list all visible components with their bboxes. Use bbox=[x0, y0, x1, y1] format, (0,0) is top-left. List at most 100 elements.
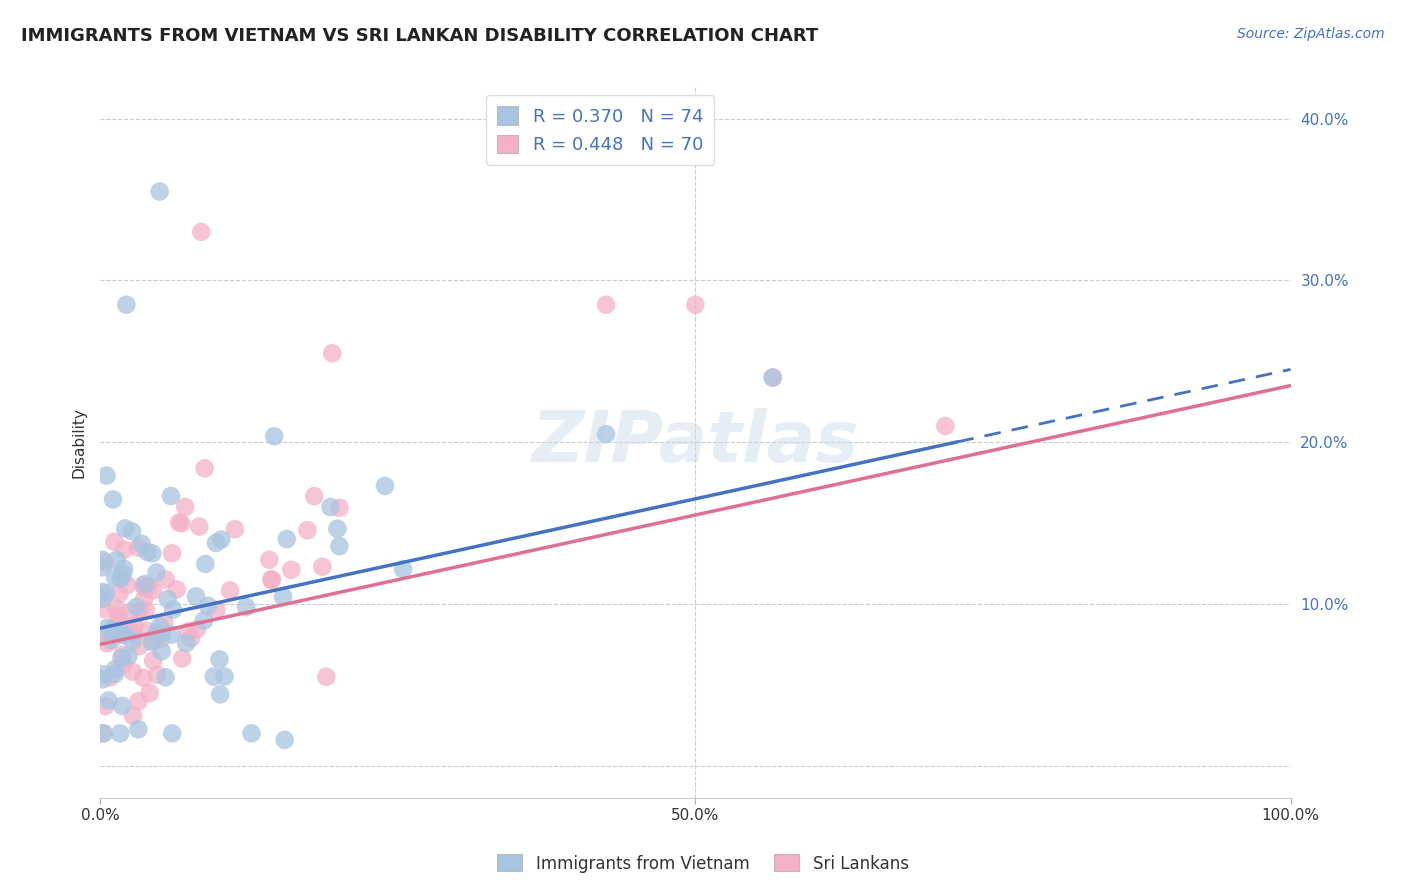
Point bbox=[155, 573, 177, 587]
Point bbox=[91, 553, 114, 567]
Point bbox=[160, 546, 183, 560]
Point bbox=[112, 562, 135, 576]
Point bbox=[595, 427, 617, 442]
Point bbox=[263, 429, 285, 443]
Point bbox=[122, 709, 145, 723]
Point bbox=[934, 419, 956, 434]
Text: IMMIGRANTS FROM VIETNAM VS SRI LANKAN DISABILITY CORRELATION CHART: IMMIGRANTS FROM VIETNAM VS SRI LANKAN DI… bbox=[21, 27, 818, 45]
Point bbox=[115, 298, 138, 312]
Point bbox=[174, 636, 197, 650]
Point bbox=[180, 632, 202, 646]
Point bbox=[149, 619, 172, 633]
Point bbox=[110, 650, 132, 665]
Point bbox=[150, 644, 173, 658]
Point bbox=[328, 539, 350, 553]
Point bbox=[100, 633, 122, 648]
Point bbox=[311, 559, 333, 574]
Point bbox=[127, 723, 149, 737]
Point bbox=[271, 590, 294, 604]
Point bbox=[197, 599, 219, 613]
Point bbox=[134, 577, 156, 591]
Point bbox=[149, 632, 172, 647]
Point bbox=[91, 726, 114, 740]
Point bbox=[125, 599, 148, 614]
Text: ZIPatlas: ZIPatlas bbox=[531, 408, 859, 476]
Point bbox=[132, 578, 155, 592]
Point bbox=[260, 573, 283, 587]
Point bbox=[162, 602, 184, 616]
Point bbox=[111, 698, 134, 713]
Point bbox=[101, 492, 124, 507]
Point bbox=[297, 523, 319, 537]
Point bbox=[131, 537, 153, 551]
Point bbox=[101, 623, 124, 637]
Point bbox=[128, 605, 150, 619]
Point bbox=[685, 298, 707, 312]
Point bbox=[96, 468, 118, 483]
Point bbox=[141, 546, 163, 560]
Point bbox=[153, 615, 176, 630]
Point bbox=[209, 533, 232, 547]
Point bbox=[273, 732, 295, 747]
Point bbox=[124, 618, 146, 632]
Point bbox=[374, 479, 396, 493]
Point bbox=[138, 686, 160, 700]
Point bbox=[170, 516, 193, 531]
Point bbox=[224, 522, 246, 536]
Point bbox=[194, 557, 217, 571]
Point bbox=[136, 545, 159, 559]
Point bbox=[184, 590, 207, 604]
Point bbox=[321, 346, 343, 360]
Point bbox=[110, 572, 132, 586]
Point bbox=[280, 563, 302, 577]
Point bbox=[91, 629, 114, 643]
Point bbox=[315, 670, 337, 684]
Point bbox=[127, 694, 149, 708]
Point bbox=[304, 489, 326, 503]
Point bbox=[93, 726, 115, 740]
Point bbox=[762, 370, 785, 384]
Point bbox=[326, 522, 349, 536]
Point bbox=[132, 592, 155, 607]
Point bbox=[91, 560, 114, 574]
Point bbox=[762, 370, 785, 384]
Point bbox=[103, 534, 125, 549]
Point bbox=[114, 521, 136, 535]
Point bbox=[111, 567, 134, 582]
Point bbox=[260, 572, 283, 586]
Point bbox=[111, 648, 134, 662]
Point bbox=[108, 608, 131, 623]
Point bbox=[134, 581, 156, 595]
Point bbox=[392, 562, 415, 576]
Point bbox=[167, 516, 190, 530]
Point bbox=[104, 666, 127, 681]
Point bbox=[208, 652, 231, 666]
Point bbox=[132, 671, 155, 685]
Point bbox=[94, 699, 117, 714]
Legend: Immigrants from Vietnam, Sri Lankans: Immigrants from Vietnam, Sri Lankans bbox=[491, 847, 915, 880]
Point bbox=[91, 591, 114, 606]
Point bbox=[259, 553, 281, 567]
Point bbox=[96, 636, 118, 650]
Point bbox=[105, 553, 128, 567]
Point bbox=[94, 586, 117, 600]
Point bbox=[142, 633, 165, 648]
Point bbox=[177, 624, 200, 639]
Point bbox=[104, 662, 127, 676]
Point bbox=[172, 651, 194, 665]
Point bbox=[160, 726, 183, 740]
Point bbox=[155, 670, 177, 684]
Point bbox=[105, 601, 128, 615]
Point bbox=[142, 654, 165, 668]
Point bbox=[120, 605, 142, 619]
Point bbox=[188, 519, 211, 533]
Point bbox=[98, 670, 121, 684]
Point bbox=[205, 536, 228, 550]
Point bbox=[190, 225, 212, 239]
Point bbox=[117, 648, 139, 663]
Point bbox=[121, 524, 143, 539]
Point bbox=[96, 621, 118, 635]
Point bbox=[328, 500, 350, 515]
Legend: R = 0.370   N = 74, R = 0.448   N = 70: R = 0.370 N = 74, R = 0.448 N = 70 bbox=[486, 95, 714, 165]
Point bbox=[94, 555, 117, 569]
